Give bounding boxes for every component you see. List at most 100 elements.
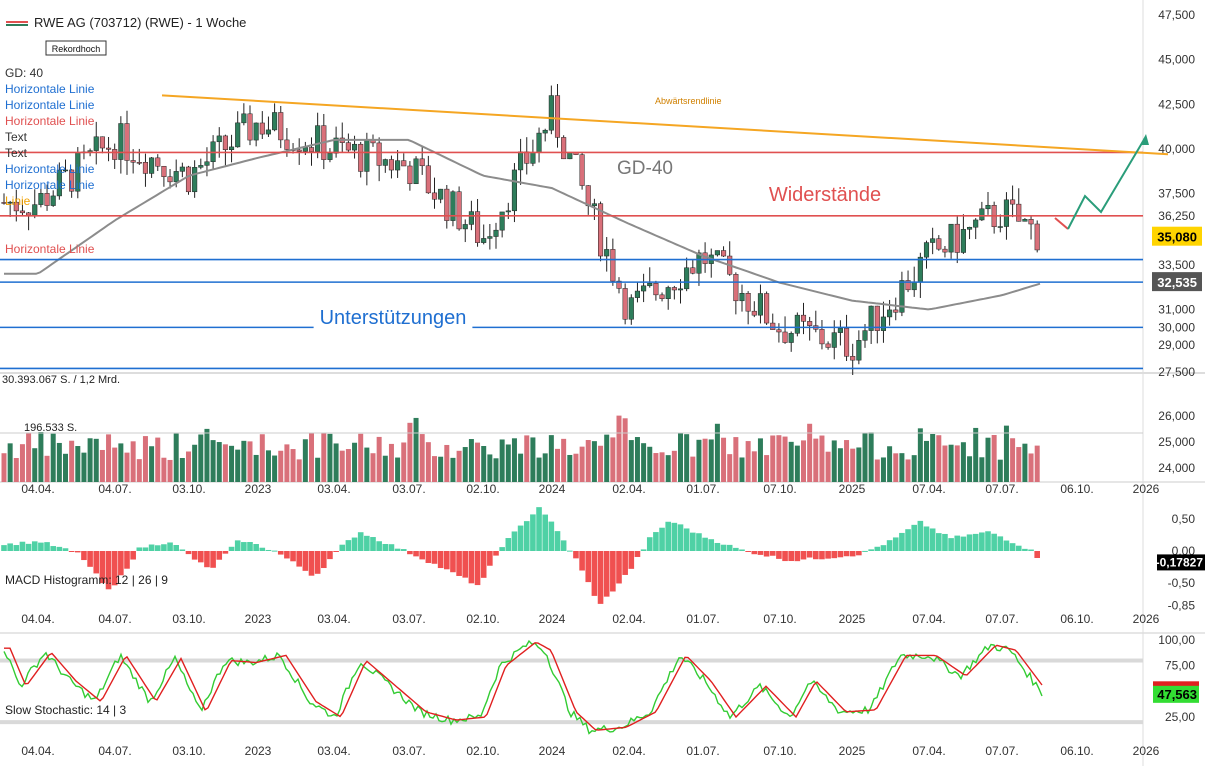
volume-bar bbox=[794, 445, 800, 482]
legend-item[interactable]: Text bbox=[5, 146, 28, 160]
legend-item[interactable]: Linie bbox=[5, 194, 31, 208]
projection-arrowhead bbox=[1140, 134, 1149, 145]
legend-item[interactable]: Text bbox=[5, 130, 28, 144]
candle bbox=[936, 238, 942, 250]
macd-label: MACD Histogramm: 12 | 26 | 9 bbox=[5, 573, 168, 587]
price-tick-label: 29,000 bbox=[1158, 338, 1195, 352]
legend-item[interactable]: Horizontale Linie bbox=[5, 162, 95, 176]
macd-bar bbox=[161, 544, 167, 551]
volume-bar bbox=[450, 457, 456, 482]
macd-bar bbox=[93, 551, 100, 574]
volume-bar bbox=[130, 441, 136, 482]
stoch-tick-label: 75,00 bbox=[1165, 659, 1195, 673]
volume-bar bbox=[370, 453, 376, 482]
volume-bar bbox=[272, 455, 278, 482]
candle bbox=[142, 162, 148, 174]
volume-bar bbox=[862, 433, 868, 482]
x-axis-label: 07.10. bbox=[763, 482, 796, 496]
volume-bar bbox=[327, 433, 333, 482]
volume-bar bbox=[1003, 425, 1009, 482]
volume-bar bbox=[438, 456, 444, 482]
candle bbox=[604, 249, 610, 257]
volume-bar bbox=[604, 434, 610, 482]
legend-item[interactable]: Horizontale Linie bbox=[5, 242, 95, 256]
x-axis-label: 02.04. bbox=[612, 482, 645, 496]
candle bbox=[93, 136, 99, 151]
legend-item[interactable]: Horizontale Linie bbox=[5, 178, 95, 192]
legend-item[interactable]: Horizontale Linie bbox=[5, 82, 95, 96]
macd-bar bbox=[191, 551, 198, 560]
macd-bar bbox=[665, 521, 671, 551]
volume-bar bbox=[1022, 443, 1028, 482]
macd-bar bbox=[825, 551, 831, 559]
macd-bar bbox=[782, 551, 788, 562]
legend-item[interactable]: Horizontale Linie bbox=[5, 98, 95, 112]
candle bbox=[401, 160, 407, 167]
macd-bar bbox=[321, 551, 327, 569]
macd-bar bbox=[148, 544, 155, 551]
macd-bar bbox=[911, 524, 917, 551]
support-price-badge bbox=[1152, 272, 1202, 292]
volume-bar bbox=[333, 443, 339, 482]
x-axis-label: 2024 bbox=[539, 612, 566, 626]
candle bbox=[278, 112, 284, 141]
volume-bar bbox=[647, 446, 653, 482]
volume-bar bbox=[321, 432, 327, 482]
volume-bar bbox=[721, 437, 727, 482]
last-price-badge bbox=[1152, 226, 1202, 246]
stoch-label: Slow Stochastic: 14 | 3 bbox=[5, 703, 127, 717]
candle bbox=[155, 157, 161, 167]
projection-down-segment bbox=[1054, 217, 1069, 230]
volume-bar bbox=[770, 435, 776, 482]
candle bbox=[739, 293, 745, 302]
volume-bar bbox=[136, 459, 142, 482]
candle bbox=[788, 333, 794, 343]
candle bbox=[216, 135, 222, 143]
macd-bar bbox=[136, 547, 143, 551]
macd-bar bbox=[653, 532, 659, 551]
price-tick-label: 45,000 bbox=[1158, 53, 1195, 67]
volume-bar bbox=[26, 432, 32, 482]
candle bbox=[1016, 203, 1022, 222]
volume-bar bbox=[1010, 438, 1016, 482]
volume-bar bbox=[499, 439, 505, 482]
volume-bar bbox=[81, 452, 87, 482]
legend-item[interactable]: Horizontale Linie bbox=[5, 114, 95, 128]
macd-bar bbox=[296, 551, 302, 567]
volume-bar bbox=[634, 437, 640, 482]
macd-bar bbox=[696, 533, 702, 551]
candle bbox=[124, 123, 130, 161]
x-axis-label: 07.04. bbox=[912, 612, 945, 626]
x-axis-label: 01.07. bbox=[686, 744, 719, 758]
volume-bar bbox=[419, 434, 425, 482]
macd-bar bbox=[511, 531, 518, 551]
candle bbox=[345, 142, 351, 151]
volume-bar bbox=[198, 434, 204, 482]
volume-bar bbox=[87, 438, 93, 482]
x-axis-label: 04.04. bbox=[21, 482, 54, 496]
volume-bar bbox=[481, 446, 487, 482]
macd-bar bbox=[788, 551, 794, 562]
macd-bar bbox=[800, 551, 807, 560]
macd-bar bbox=[567, 550, 573, 552]
candle bbox=[850, 356, 856, 361]
macd-bar bbox=[394, 548, 401, 551]
macd-bar bbox=[241, 542, 247, 551]
macd-bar bbox=[886, 540, 893, 551]
volume-bar bbox=[967, 456, 973, 482]
candle bbox=[13, 201, 19, 212]
macd-bar bbox=[905, 529, 911, 551]
volume-bar bbox=[401, 442, 407, 482]
candle bbox=[19, 210, 25, 214]
macd-bar bbox=[1028, 549, 1034, 551]
legend-item[interactable]: GD: 40 bbox=[5, 66, 43, 80]
volume-bar bbox=[124, 452, 130, 482]
candle bbox=[831, 332, 837, 348]
macd-bar bbox=[683, 528, 690, 551]
record-high-badge[interactable] bbox=[45, 40, 107, 56]
macd-bar bbox=[198, 551, 204, 563]
x-axis-label: 03.07. bbox=[392, 744, 425, 758]
candle bbox=[733, 274, 739, 302]
candle bbox=[960, 229, 966, 253]
x-axis-label: 03.07. bbox=[392, 612, 425, 626]
